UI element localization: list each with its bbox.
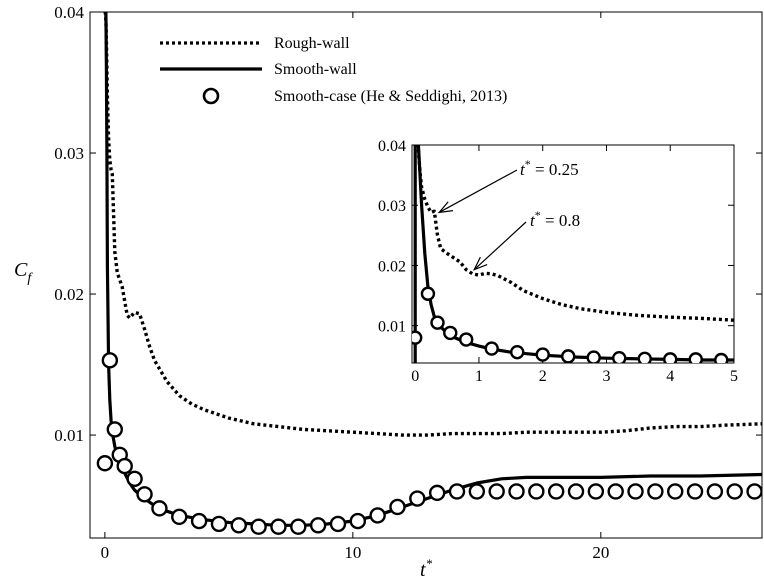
inset-x-tick-label: 4 xyxy=(666,368,674,385)
main-y-tick-label: 0.03 xyxy=(54,144,84,163)
inset-smooth-case-he-seddighi-2013-point xyxy=(484,341,499,356)
legend-label-smooth-wall: Smooth-wall xyxy=(274,61,357,78)
annotation-arrow-head xyxy=(437,201,454,214)
legend: Rough-wall Smooth-wall Smooth-case (He &… xyxy=(160,35,507,105)
inset-smooth-case-he-seddighi-2013-point xyxy=(420,286,436,301)
main-smooth-case-he-seddighi-2013-point xyxy=(106,421,123,438)
inset-smooth-case-he-seddighi-2013-point xyxy=(510,344,525,360)
main-smooth-case-he-seddighi-2013-point xyxy=(309,517,327,534)
inset-smooth-case-he-seddighi-2013-point xyxy=(430,315,445,330)
main-smooth-case-he-seddighi-2013-point xyxy=(190,512,208,530)
main-x-tick-label: 10 xyxy=(344,543,361,562)
annotation-arrow-line xyxy=(438,169,518,213)
main-smooth-case-he-seddighi-2013-point xyxy=(409,490,426,507)
main-smooth-case-he-seddighi-2013-point xyxy=(448,483,466,500)
inset-smooth-case-he-seddighi-2013-point xyxy=(443,325,458,341)
main-smooth-case-he-seddighi-2013-point xyxy=(567,483,585,500)
main-y-tick-label: 0.02 xyxy=(54,285,84,304)
inset-y-tick-label: 0.01 xyxy=(378,319,406,336)
inset-smooth-case-he-seddighi-2013-point xyxy=(663,352,678,363)
inset-smooth-case-he-seddighi-2013-point xyxy=(714,352,729,363)
annotation-arrow-head xyxy=(472,256,488,271)
main-smooth-case-he-seddighi-2013-point xyxy=(210,515,228,533)
inset-smooth-case-he-seddighi-2013-point xyxy=(535,347,550,362)
main-smooth-case-he-seddighi-2013-point xyxy=(428,484,446,502)
main-smooth-case-he-seddighi-2013-point xyxy=(349,512,367,530)
main-smooth-case-he-seddighi-2013-point xyxy=(528,483,545,500)
main-smooth-case-he-seddighi-2013-point xyxy=(250,518,267,535)
inset-x-tick-label: 0 xyxy=(411,368,419,385)
inset-smooth-case-he-seddighi-2013-point xyxy=(412,330,423,345)
inset-x-tick-label: 1 xyxy=(475,368,483,385)
main-smooth-case-he-seddighi-2013-point xyxy=(647,483,664,500)
x-axis-label: t* xyxy=(420,556,433,581)
main-smooth-case-he-seddighi-2013-point xyxy=(746,483,762,500)
main-smooth-case-he-seddighi-2013-point xyxy=(136,486,153,503)
main-smooth-case-he-seddighi-2013-point xyxy=(667,483,684,500)
inset-smooth-case-he-seddighi-2013-point xyxy=(612,350,627,363)
main-smooth-case-he-seddighi-2013-point xyxy=(171,508,188,526)
main-x-tick-label: 20 xyxy=(592,543,609,562)
main-smooth-case-he-seddighi-2013-point xyxy=(726,483,743,500)
main-smooth-case-he-seddighi-2013-point xyxy=(488,483,505,500)
main-smooth-case-he-seddighi-2013-point xyxy=(101,352,119,369)
inset-y-tick-label: 0.02 xyxy=(378,258,406,275)
inset-rough-wall-line xyxy=(414,145,734,322)
main-rough-wall-line xyxy=(103,12,762,437)
main-smooth-case-he-seddighi-2013-point xyxy=(126,470,143,487)
inset-smooth-case-he-seddighi-2013-point xyxy=(637,351,652,363)
main-smooth-case-he-seddighi-2013-point xyxy=(96,455,114,472)
inset-y-tick-label: 0.03 xyxy=(378,198,406,215)
main-smooth-case-he-seddighi-2013-point xyxy=(468,483,486,500)
inset-smooth-case-he-seddighi-2013-point xyxy=(458,332,474,347)
inset-smooth-case-he-seddighi-2013-point xyxy=(586,350,601,363)
inset-x-tick-label: 3 xyxy=(602,368,610,385)
inset-y-tick-label: 0.04 xyxy=(378,138,406,155)
main-smooth-case-he-seddighi-2013-point xyxy=(116,457,133,475)
inset-series-group xyxy=(412,145,734,363)
main-smooth-case-he-seddighi-2013-point xyxy=(607,483,624,500)
main-smooth-case-he-seddighi-2013-point xyxy=(706,483,724,500)
inset-x-tick-label: 5 xyxy=(730,368,738,385)
legend-label-rough-wall: Rough-wall xyxy=(274,35,350,52)
main-smooth-case-he-seddighi-2013-point xyxy=(627,483,644,500)
inset-plot-frame xyxy=(411,144,735,364)
main-smooth-case-he-seddighi-2013-point xyxy=(508,483,525,500)
y-axis-label: Cf xyxy=(14,259,33,286)
legend-swatch-smooth-case xyxy=(202,87,220,105)
main-smooth-case-he-seddighi-2013-point xyxy=(329,515,347,533)
annotation-label: t* = 0.8 xyxy=(530,208,580,230)
main-smooth-case-he-seddighi-2013-point xyxy=(587,483,605,500)
legend-label-smooth-case: Smooth-case (He & Seddighi, 2013) xyxy=(274,88,507,105)
main-smooth-case-he-seddighi-2013-point xyxy=(270,518,287,535)
main-y-tick-label: 0.04 xyxy=(54,3,84,22)
inset-smooth-case-he-seddighi-2013-point xyxy=(561,349,576,363)
annotation-label: t* = 0.25 xyxy=(520,157,579,179)
main-smooth-case-he-seddighi-2013-point xyxy=(151,500,168,517)
inset-smooth-case-he-seddighi-2013-point xyxy=(688,352,703,363)
main-y-tick-label: 0.01 xyxy=(54,426,84,445)
main-smooth-case-he-seddighi-2013-point xyxy=(290,518,307,535)
main-x-tick-label: 0 xyxy=(101,543,110,562)
inset-x-tick-label: 2 xyxy=(539,368,547,385)
annotation-arrow-line xyxy=(473,221,527,271)
main-smooth-case-he-seddighi-2013-point xyxy=(369,507,386,524)
main-smooth-case-he-seddighi-2013-point xyxy=(230,517,247,534)
main-series-group xyxy=(96,12,762,535)
main-smooth-case-he-seddighi-2013-point xyxy=(686,483,704,500)
main-smooth-case-he-seddighi-2013-point xyxy=(547,483,565,500)
main-smooth-case-he-seddighi-2013-point xyxy=(389,498,406,516)
